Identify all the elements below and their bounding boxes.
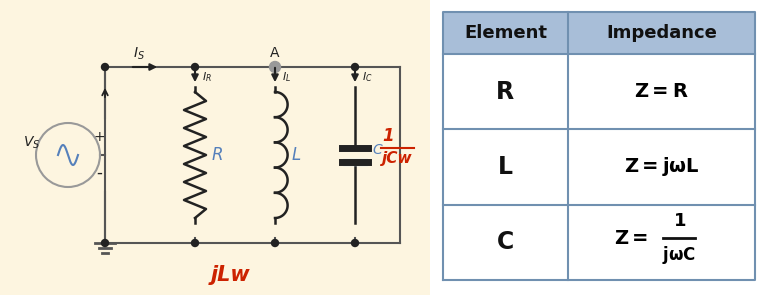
Circle shape xyxy=(272,240,279,247)
Text: $I_C$: $I_C$ xyxy=(362,70,372,84)
Text: $I_R$: $I_R$ xyxy=(202,70,212,84)
Text: jCw: jCw xyxy=(382,151,412,166)
Text: Impedance: Impedance xyxy=(606,24,717,42)
Text: 1: 1 xyxy=(382,127,394,145)
Circle shape xyxy=(101,240,108,247)
Text: R: R xyxy=(212,146,223,164)
Text: A: A xyxy=(270,46,280,60)
Text: $\mathbf{Z = j\omega L}$: $\mathbf{Z = j\omega L}$ xyxy=(624,155,699,178)
Bar xyxy=(443,12,755,280)
Bar xyxy=(443,12,755,54)
Text: +: + xyxy=(93,130,104,144)
Circle shape xyxy=(352,240,359,247)
Text: $\mathbf{Z =}$: $\mathbf{Z =}$ xyxy=(614,229,648,248)
Text: -: - xyxy=(96,164,102,182)
Text: Element: Element xyxy=(464,24,547,42)
Text: $\mathbf{Z = R}$: $\mathbf{Z = R}$ xyxy=(634,82,689,101)
Text: R: R xyxy=(496,80,515,104)
Circle shape xyxy=(272,63,279,71)
Circle shape xyxy=(101,63,108,71)
Text: $I_S$: $I_S$ xyxy=(133,46,145,62)
Text: $\mathbf{1}$: $\mathbf{1}$ xyxy=(673,212,686,230)
Text: jLw: jLw xyxy=(210,265,250,285)
Text: C: C xyxy=(372,143,382,157)
Text: C: C xyxy=(497,230,514,254)
Circle shape xyxy=(191,240,198,247)
Text: $I_L$: $I_L$ xyxy=(282,70,291,84)
Text: $V_S$: $V_S$ xyxy=(23,135,41,151)
Circle shape xyxy=(270,61,280,73)
Text: $\mathbf{j\omega C}$: $\mathbf{j\omega C}$ xyxy=(663,244,697,266)
Bar xyxy=(0,0,430,295)
Text: L: L xyxy=(292,146,301,164)
Circle shape xyxy=(191,63,198,71)
Circle shape xyxy=(352,63,359,71)
Text: L: L xyxy=(498,155,513,179)
